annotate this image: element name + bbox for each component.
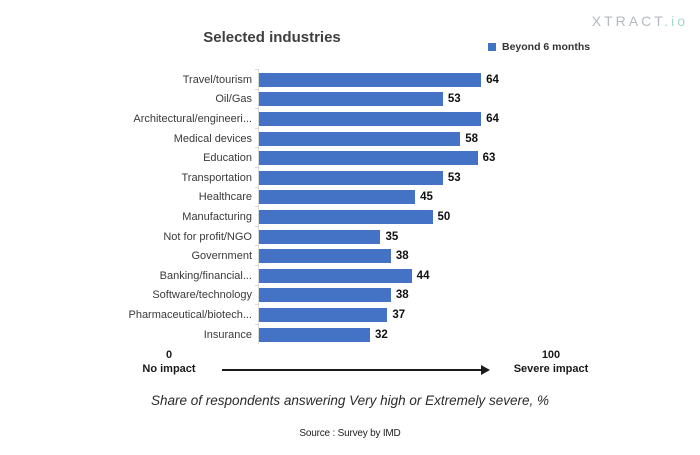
category-label: Pharmaceutical/biotech...	[128, 308, 252, 321]
axis-max-annotation: 100 Severe impact	[512, 348, 590, 376]
bar-row: Software/technology 38	[58, 284, 638, 306]
bar	[259, 190, 416, 205]
category-label: Travel/tourism	[182, 73, 252, 86]
bar-track: 37	[255, 304, 638, 325]
bar-row: Government 38	[58, 245, 638, 266]
value-label: 32	[375, 328, 388, 341]
value-label: 64	[486, 73, 499, 86]
bar-track: 44	[255, 264, 638, 286]
bar-track: 58	[255, 127, 638, 149]
bar-track: 32	[255, 323, 638, 345]
value-label: 53	[447, 171, 461, 184]
value-label: 38	[395, 289, 409, 302]
category-label: Medical devices	[173, 132, 252, 145]
bar	[259, 249, 391, 264]
brand-logo-suffix: .io	[664, 13, 688, 29]
legend-label: Beyond 6 months	[502, 41, 591, 53]
category-label: Software/technology	[152, 289, 252, 302]
category-label: Healthcare	[198, 191, 252, 204]
bar	[259, 92, 443, 107]
bar-track: 38	[255, 245, 638, 266]
bar-row: Medical devices 58	[58, 127, 638, 149]
bar-track: 45	[255, 186, 638, 208]
bar	[259, 111, 482, 126]
bar	[259, 268, 412, 283]
bar-row: Education 63	[58, 147, 638, 168]
bar-row: Architectural/engineeri... 64	[58, 108, 638, 129]
value-label: 35	[385, 230, 399, 243]
category-label: Architectural/engineeri...	[133, 112, 252, 125]
bar-track: 64	[255, 108, 638, 129]
bar-track: 63	[255, 147, 638, 168]
legend: Beyond 6 months	[488, 41, 590, 53]
bar-row: Transportation 53	[58, 166, 638, 188]
bar	[259, 151, 478, 166]
bar-track: 64	[255, 69, 638, 90]
value-label: 44	[416, 269, 430, 282]
bar	[259, 209, 433, 224]
chart-title: Selected industries	[203, 29, 341, 46]
axis-min-annotation: 0 No impact	[138, 348, 200, 376]
value-label: 50	[437, 210, 451, 223]
axis-min-label: No impact	[142, 363, 196, 375]
category-label: Government	[191, 250, 252, 263]
legend-swatch-icon	[488, 43, 496, 51]
bar	[259, 131, 461, 146]
bar-row: Banking/financial... 44	[58, 264, 638, 286]
bar-row: Pharmaceutical/biotech... 37	[58, 304, 638, 325]
category-label: Not for profit/NGO	[163, 230, 252, 243]
brand-logo-name: XTRACT	[591, 13, 665, 29]
category-label: Banking/financial...	[159, 269, 252, 282]
value-label: 58	[465, 132, 479, 145]
bar	[259, 307, 388, 322]
bar-row: Healthcare 45	[58, 186, 638, 208]
value-label: 53	[447, 93, 461, 106]
brand-logo: XTRACT.io	[592, 13, 688, 29]
value-label: 63	[482, 152, 496, 165]
bar-track: 53	[255, 166, 638, 188]
value-label: 38	[395, 250, 409, 263]
plot-area: Travel/tourism 64 Oil/Gas 53 Architectural/e…	[58, 69, 638, 345]
bar-row: Manufacturing 50	[58, 206, 638, 227]
category-label: Transportation	[181, 171, 252, 184]
source-note: Source : Survey by IMD	[299, 428, 401, 439]
bar-row: Travel/tourism 64	[58, 69, 638, 90]
bar-track: 35	[255, 225, 638, 247]
value-label: 45	[420, 191, 433, 204]
bar	[259, 72, 482, 87]
axis-min-value: 0	[165, 349, 173, 361]
category-label: Insurance	[203, 328, 252, 341]
arrow-head-icon	[481, 365, 490, 375]
axis-max-value: 100	[541, 349, 561, 361]
value-label: 64	[486, 112, 499, 125]
bar	[259, 288, 391, 303]
category-label: Oil/Gas	[215, 93, 252, 106]
category-label: Manufacturing	[182, 210, 252, 223]
bar-row: Oil/Gas 53	[58, 88, 638, 110]
bar	[259, 229, 381, 244]
bar	[259, 170, 443, 185]
arrow-line	[222, 369, 483, 371]
bar-row: Insurance 32	[58, 323, 638, 345]
bar-track: 38	[255, 284, 638, 306]
value-label: 37	[392, 308, 406, 321]
bar-row: Not for profit/NGO 35	[58, 225, 638, 247]
severity-arrow	[222, 365, 490, 375]
bar-track: 53	[255, 88, 638, 110]
chart-caption: Share of respondents answering Very high…	[151, 393, 549, 408]
category-label: Education	[203, 152, 252, 165]
bar	[259, 327, 371, 342]
axis-max-label: Severe impact	[513, 363, 589, 375]
bar-track: 50	[255, 206, 638, 227]
